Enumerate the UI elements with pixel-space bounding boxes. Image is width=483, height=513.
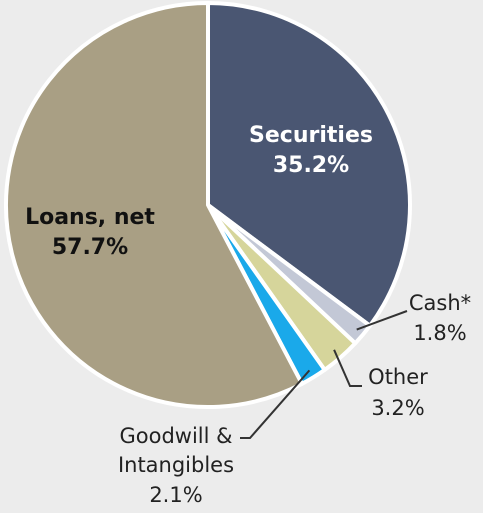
leader-lines [240,310,408,439]
leader-line-goodwill [240,369,311,439]
slice-label-cash: Cash* [409,291,471,315]
slice-label-goodwill-line2: Intangibles [118,453,234,477]
pie-slice-securities [206,1,413,328]
pie-slice-loans-net [4,1,304,409]
slice-label-other: Other [368,365,428,389]
slice-value-loans: 57.7% [52,235,128,260]
slice-label-securities: Securities [249,123,373,148]
pie-slices [4,1,413,409]
slice-value-other: 3.2% [371,396,424,420]
slice-value-goodwill: 2.1% [149,483,202,507]
leader-line-cash [356,310,408,331]
slice-label-loans: Loans, net [25,205,155,230]
slice-label-goodwill-line1: Goodwill & [119,424,232,448]
slice-value-securities: 35.2% [273,153,349,178]
leader-line-other [333,349,362,387]
slice-value-cash: 1.8% [413,321,466,345]
